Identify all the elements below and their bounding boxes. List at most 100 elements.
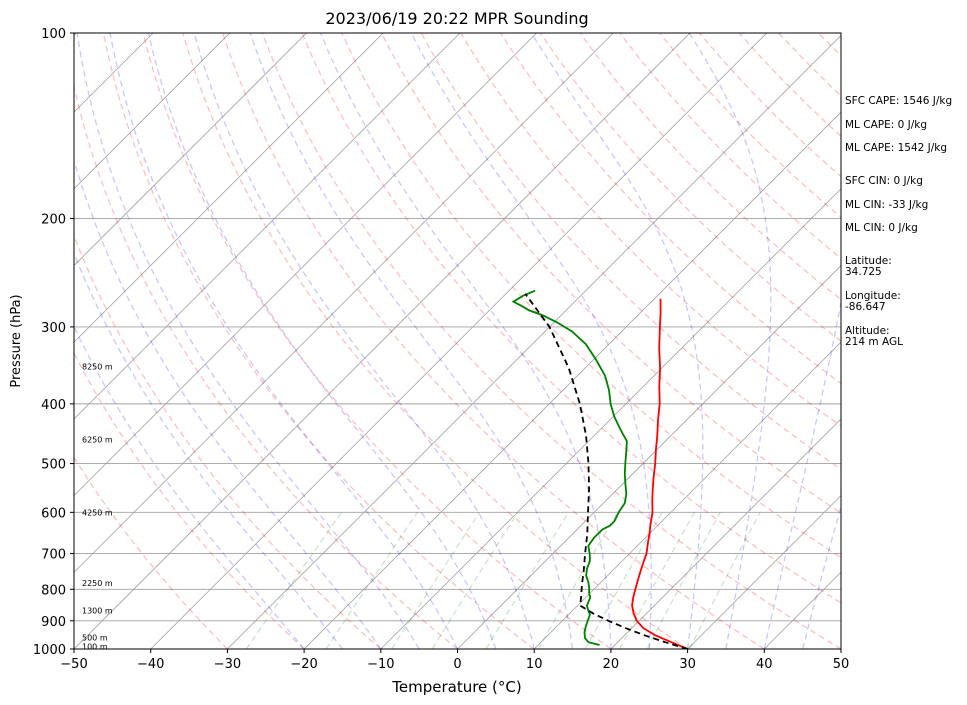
moist-adiabat-line (410, 33, 652, 649)
isotherm-line (74, 33, 231, 190)
moist-adiabats (74, 33, 841, 649)
moist-adiabat-line (530, 33, 704, 649)
height-label: 500 m (82, 634, 108, 643)
isotherm-line (227, 34, 841, 649)
y-axis-ticks: 1000 900 800 700 600 500 400 300 200 100 (33, 27, 74, 658)
latitude-label: Latitude: (845, 255, 892, 267)
isotherm-line (74, 33, 537, 497)
ml-cape-2-text: ML CAPE: 1542 J/kg (845, 142, 947, 154)
height-label: 4250 m (82, 508, 113, 517)
y-tick-label: 400 (41, 398, 66, 413)
isotherm-line (457, 264, 841, 649)
mixing-ratio-line (646, 512, 721, 649)
dry-adiabat-line (261, 33, 841, 649)
y-tick-label: 100 (41, 27, 66, 42)
x-axis-label: Temperature (°C) (391, 678, 521, 696)
x-tick-label: 50 (833, 657, 850, 672)
sfc-cin-text: SFC CIN: 0 J/kg (845, 175, 923, 187)
dry-adiabat-line (182, 33, 688, 649)
moist-adiabat-line (109, 33, 459, 649)
stats-panel: SFC CAPE: 1546 J/kg ML CAPE: 0 J/kg ML C… (845, 95, 952, 348)
isotherm-line (610, 418, 841, 649)
isotherm-line (150, 33, 767, 649)
mixing-ratio-line (537, 511, 619, 649)
x-tick-label: 40 (756, 657, 773, 672)
y-tick-label: 1000 (33, 643, 66, 658)
y-tick-label: 700 (41, 548, 66, 563)
height-label: 2250 m (82, 579, 113, 588)
isotherm-line (74, 33, 691, 649)
x-axis-ticks: −50 −40 −30 −20 −10 0 10 20 30 40 50 (60, 649, 849, 672)
sounding-profiles (511, 289, 688, 649)
isobar-gridlines (74, 33, 841, 649)
mixing-ratio-lines (245, 511, 761, 649)
dry-adiabat-line (142, 33, 612, 649)
parcel-profile (524, 293, 688, 649)
mixing-ratio-line (325, 511, 418, 649)
dry-adiabat-line (74, 234, 382, 649)
y-tick-label: 900 (41, 615, 66, 630)
altitude-label: Altitude: (845, 325, 890, 337)
height-label: 6250 m (82, 436, 113, 445)
isotherm-gridlines (74, 33, 841, 649)
height-label: 8250 m (82, 363, 113, 372)
x-tick-label: −10 (367, 657, 394, 672)
ml-cin-text: ML CIN: -33 J/kg (845, 199, 928, 211)
dry-adiabat-line (74, 83, 458, 649)
isotherm-line (74, 33, 614, 573)
moist-adiabat-line (319, 33, 612, 649)
longitude-label: Longitude: (845, 290, 901, 302)
moist-adiabat-line (249, 33, 574, 649)
y-tick-label: 500 (41, 458, 66, 473)
chart-title: 2023/06/19 20:22 MPR Sounding (325, 9, 588, 28)
sfc-cape-text: SFC CAPE: 1546 J/kg (845, 95, 952, 107)
y-axis-label: Pressure (hPa) (9, 294, 24, 387)
y-tick-label: 200 (41, 212, 66, 227)
x-tick-label: 30 (679, 657, 696, 672)
moist-adiabat-line (688, 33, 772, 649)
moist-adiabat-line (76, 33, 420, 649)
isotherm-line (74, 33, 307, 267)
altitude-value: 214 m AGL (845, 336, 903, 348)
dry-adiabat-line (380, 33, 841, 514)
temperature-profile (631, 298, 688, 649)
y-tick-label: 600 (41, 506, 66, 521)
dry-adiabats (74, 33, 841, 649)
x-tick-label: 0 (453, 657, 461, 672)
moist-adiabat-line (193, 33, 535, 649)
isotherm-line (687, 495, 841, 649)
moist-adiabat-line (801, 504, 841, 649)
x-tick-label: −20 (290, 657, 317, 672)
mixing-ratio-line (391, 511, 480, 649)
ml-cape-text: ML CAPE: 0 J/kg (845, 119, 927, 131)
mixing-ratio-line (584, 512, 663, 649)
mixing-ratio-line (245, 511, 343, 649)
dry-adiabat-line (539, 33, 841, 343)
moist-adiabat-line (74, 251, 343, 649)
x-tick-label: −30 (214, 657, 241, 672)
isotherm-line (74, 33, 384, 343)
mixing-ratio-line (688, 512, 761, 649)
height-label: 100 m (82, 642, 108, 651)
mixing-ratio-line (485, 511, 570, 649)
dry-adiabat-line (74, 351, 305, 649)
x-tick-label: 10 (526, 657, 543, 672)
x-tick-label: −40 (137, 657, 164, 672)
ml-cin-2-text: ML CIN: 0 J/kg (845, 222, 918, 234)
isotherm-line (380, 188, 841, 649)
dewpoint-profile (511, 289, 628, 646)
latitude-value: 34.725 (845, 266, 882, 278)
longitude-value: -86.647 (845, 301, 886, 313)
x-tick-label: −50 (60, 657, 87, 672)
y-tick-label: 300 (41, 321, 66, 336)
moist-adiabat-line (147, 33, 497, 649)
moist-adiabat-line (74, 158, 382, 649)
isotherm-line (303, 111, 841, 649)
isotherm-line (74, 33, 461, 420)
mixing-ratio-line (431, 511, 519, 649)
dry-adiabat-line (579, 33, 841, 301)
moist-adiabat-line (763, 298, 841, 649)
